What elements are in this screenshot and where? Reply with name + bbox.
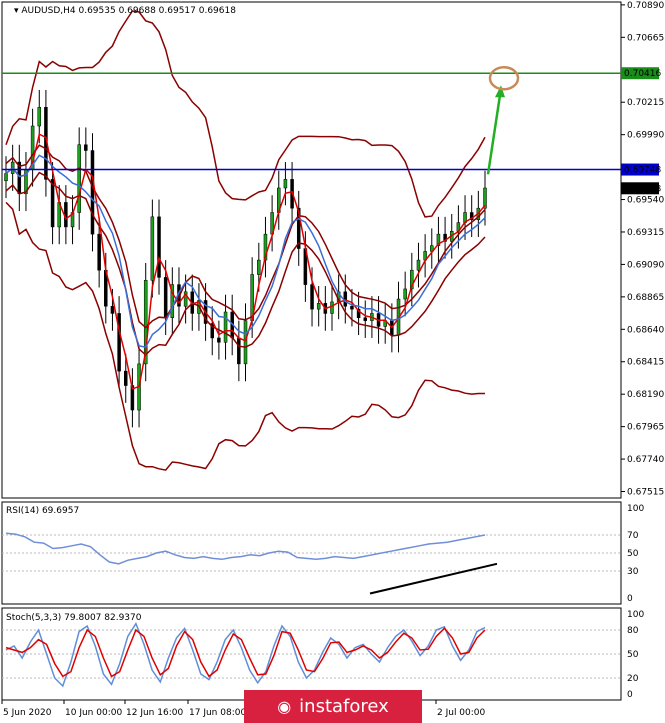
candle-body-33 <box>223 311 228 343</box>
price-tick-label-10: 0.68190 <box>627 390 664 400</box>
candle-body-35 <box>237 337 241 365</box>
candle-body-42 <box>283 179 288 189</box>
x-tick-label-1: 10 Jun 00:00 <box>65 708 122 718</box>
rsi-line <box>5 532 486 565</box>
candle-body-44 <box>296 207 301 249</box>
price-tick-label-2: 0.70215 <box>627 98 664 108</box>
stoch-main-line <box>5 621 486 688</box>
candle-body-24 <box>163 277 168 319</box>
candle-body-36 <box>243 320 248 365</box>
candle-body-46 <box>310 284 314 310</box>
resistance-lower-line-tag-label: 0.69748 <box>624 166 661 176</box>
price-tick-label-1: 0.70665 <box>627 33 664 43</box>
price-tick-label-6: 0.69090 <box>627 260 664 270</box>
target-arrow-shaft <box>486 95 502 175</box>
price-tick-label-0: 0.70890 <box>627 1 664 11</box>
candle-body-13 <box>90 150 95 235</box>
slow-ma-line <box>5 154 486 349</box>
candle-body-27 <box>183 291 188 307</box>
candle-body-60 <box>403 288 407 300</box>
candle-body-18 <box>124 370 128 386</box>
instaforex-logo: ◉ instaforex <box>244 690 422 723</box>
candle-body-21 <box>143 280 148 365</box>
last-price-tag <box>621 182 659 195</box>
price-tick-label-3: 0.69990 <box>627 131 664 141</box>
price-tick-label-12: 0.67740 <box>627 455 664 465</box>
price-header-label: ▾ AUDUSD,H4 0.69535 0.69688 0.69517 0.69… <box>14 6 236 16</box>
rsi-tick-label-2: 50 <box>627 549 639 559</box>
stoch-tick-label-2: 50 <box>627 650 639 660</box>
bollinger-upper-line <box>5 10 486 218</box>
stoch-tick-label-0: 100 <box>627 610 644 620</box>
stoch-tick-label-3: 20 <box>627 674 639 684</box>
candle-body-70 <box>469 212 474 220</box>
candle-body-47 <box>316 303 321 310</box>
candle-body-54 <box>363 317 367 321</box>
price-tick-label-8: 0.68640 <box>627 325 664 335</box>
price-tick-label-11: 0.67965 <box>627 423 664 433</box>
candle-body-31 <box>210 323 214 339</box>
stoch-header-label: Stoch(5,3,3) 79.8007 82.9370 <box>6 613 142 623</box>
candle-body-7 <box>50 179 55 228</box>
eye-logo-icon: ◉ <box>277 697 292 716</box>
price-tick-label-9: 0.68415 <box>627 358 664 368</box>
candle-body-65 <box>436 233 441 246</box>
rsi-header-label: RSI(14) 69.6957 <box>6 506 79 516</box>
candle-body-72 <box>483 187 487 209</box>
candle-body-23 <box>157 216 161 278</box>
envelope-lower-line <box>5 171 486 356</box>
price-tick-label-13: 0.67515 <box>627 488 664 498</box>
candle-body-25 <box>170 284 175 319</box>
stoch-signal-line <box>5 627 486 678</box>
resistance-lower-line-tag <box>621 163 659 176</box>
candle-body-17 <box>117 313 121 372</box>
candle-body-38 <box>257 259 261 275</box>
candle-body-62 <box>416 259 421 271</box>
candle-body-49 <box>330 301 334 314</box>
x-tick-label-3: 17 Jun 08:00 <box>189 708 246 718</box>
logo-text: instaforex <box>299 696 389 717</box>
rsi-tick-label-0: 100 <box>627 504 644 514</box>
stoch-tick-label-1: 80 <box>627 626 639 636</box>
target-arrow-head <box>495 85 505 98</box>
rsi-trendline <box>369 562 498 595</box>
last-price-tag-label: 0.69618 <box>624 184 661 194</box>
bollinger-lower-line <box>5 201 485 471</box>
rsi-tick-label-4: 0 <box>627 594 633 604</box>
candle-body-66 <box>443 233 447 242</box>
candle-body-16 <box>110 305 115 314</box>
candle-body-0 <box>4 173 8 182</box>
price-tick-label-5: 0.69315 <box>627 228 664 238</box>
rsi-tick-label-1: 70 <box>627 531 639 541</box>
stoch-tick-label-4: 0 <box>627 690 633 700</box>
candle-body-14 <box>97 233 101 271</box>
candle-body-61 <box>410 269 414 290</box>
candle-body-22 <box>150 216 155 281</box>
candle-body-5 <box>37 107 42 127</box>
price-tick-label-7: 0.68865 <box>627 293 664 303</box>
x-tick-label-2: 12 Jun 16:00 <box>126 708 183 718</box>
target-circle <box>488 65 520 91</box>
candle-body-11 <box>77 144 81 213</box>
candle-body-52 <box>350 305 354 310</box>
price-tick-label-4: 0.69540 <box>627 196 664 206</box>
candle-body-32 <box>217 337 221 343</box>
x-tick-label-4: 2 Jul 00:00 <box>437 708 486 718</box>
x-tick-label-0: 5 Jun 2020 <box>3 708 52 718</box>
resistance-upper-line-tag-label: 0.70416 <box>624 69 661 79</box>
resistance-upper-line-tag <box>621 67 659 80</box>
rsi-tick-label-3: 30 <box>627 567 639 577</box>
candle-body-53 <box>356 308 361 319</box>
candle-body-39 <box>263 233 268 261</box>
candle-body-12 <box>84 144 88 151</box>
